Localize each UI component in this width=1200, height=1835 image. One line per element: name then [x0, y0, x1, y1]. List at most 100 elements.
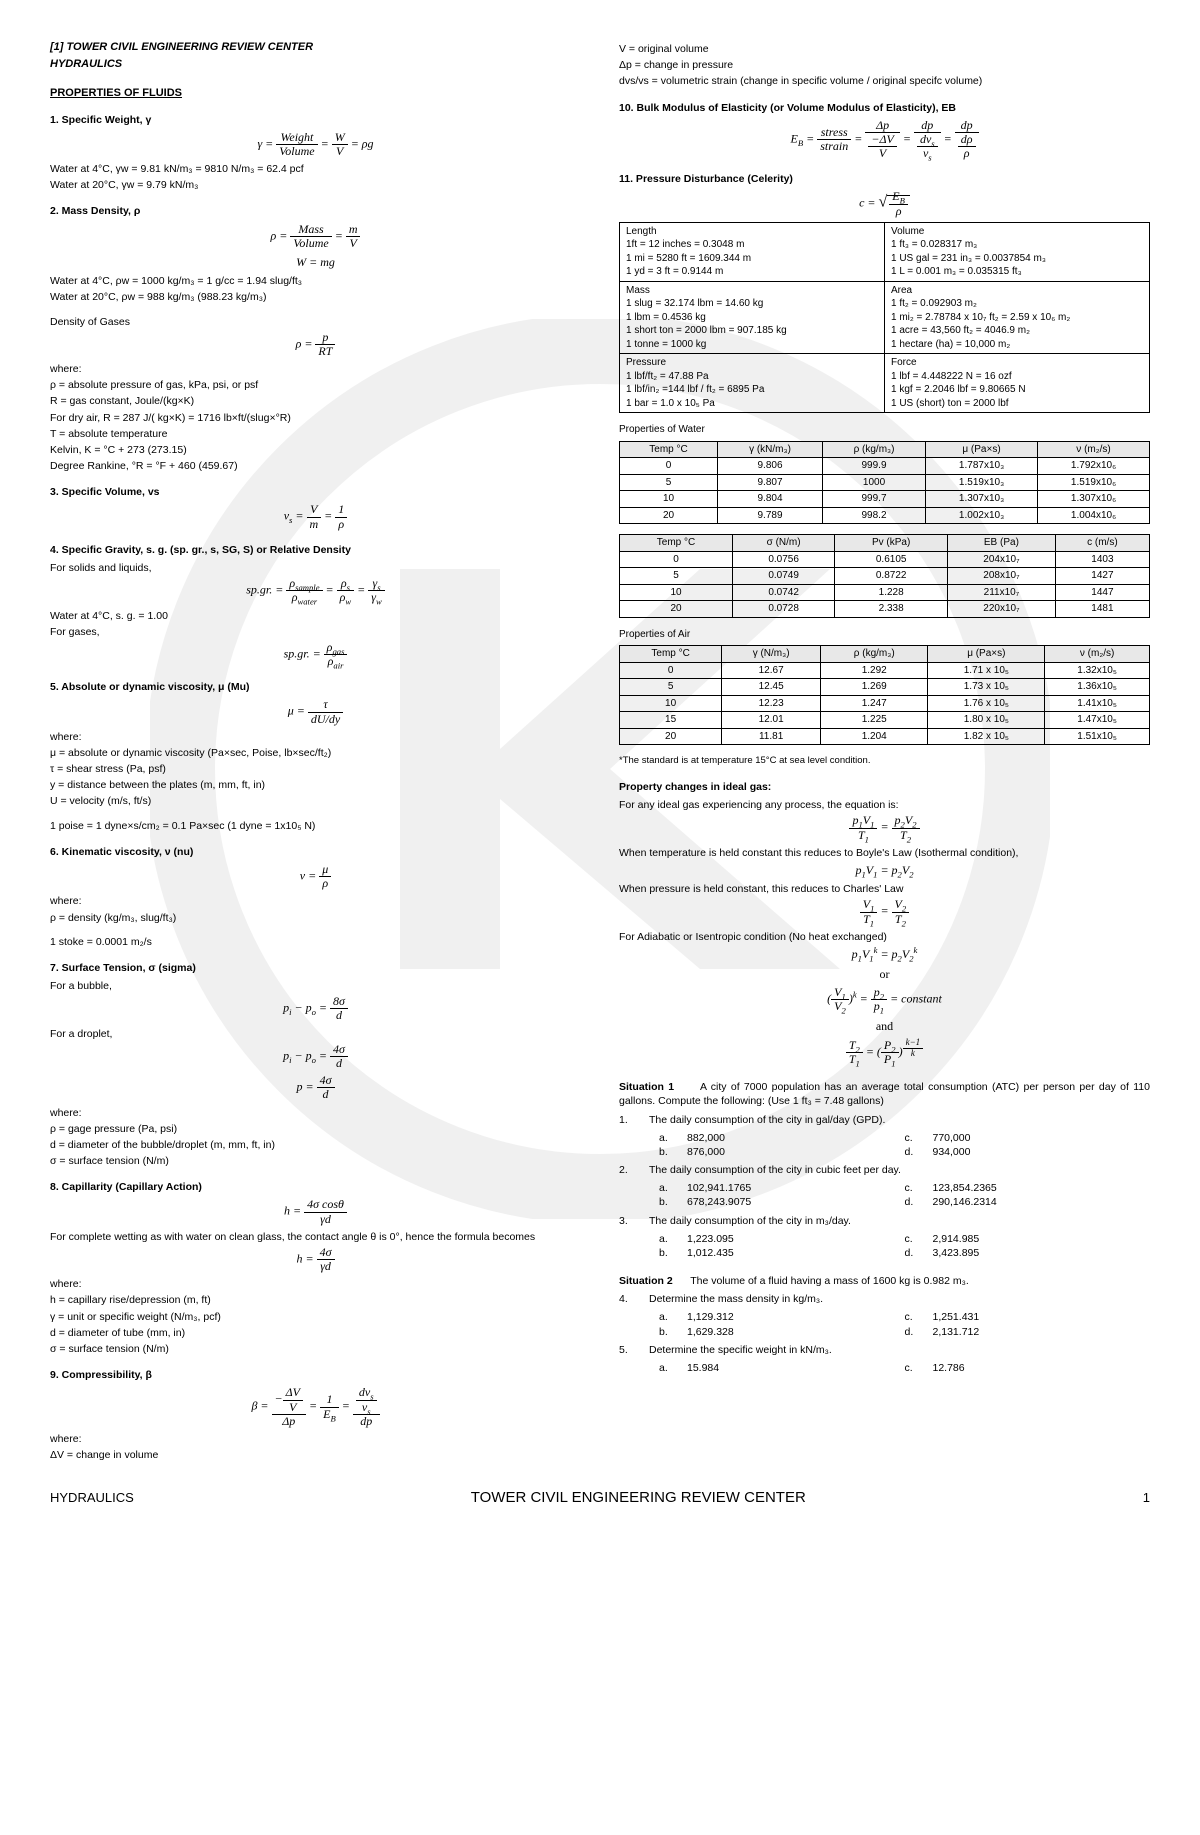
q1b: 876,000 — [687, 1145, 905, 1159]
s4-l2: For gases, — [50, 625, 581, 639]
s5-head: 5. Absolute or dynamic viscosity, μ (Mu) — [50, 680, 581, 694]
s10-f: EB = stressstrain = Δp−ΔVV = dpdvsvs = d… — [619, 119, 1150, 161]
s5-w3: y = distance between the plates (m, mm, … — [50, 778, 581, 792]
footer-left: HYDRAULICS — [50, 1489, 134, 1507]
q1: 1.The daily consumption of the city in g… — [619, 1113, 1150, 1127]
water1-label: Properties of Water — [619, 423, 1150, 437]
s7-w3: σ = surface tension (N/m) — [50, 1154, 581, 1168]
sit2-body: The volume of a fluid having a mass of 1… — [690, 1275, 969, 1287]
s7-where: where: — [50, 1106, 581, 1120]
s2-head: 2. Mass Density, ρ — [50, 204, 581, 218]
s2-where: where: — [50, 362, 581, 376]
sit1-head: Situation 1 — [619, 1081, 674, 1093]
s8-f1: h = 4σ cosθγd — [50, 1198, 581, 1225]
s11-f: c = √EBρ — [619, 190, 1150, 217]
q2-text: The daily consumption of the city in cub… — [649, 1163, 901, 1177]
ideal-l3: When pressure is held constant, this red… — [619, 882, 1150, 896]
q2a: 102,941.1765 — [687, 1181, 905, 1195]
q1a: 882,000 — [687, 1131, 905, 1145]
s6-formula: ν = μρ — [50, 863, 581, 890]
q1c: 770,000 — [933, 1131, 1151, 1145]
conv-cell: 1 ft₂ = 0.092903 m₂ 1 mi₂ = 2.78784 x 10… — [891, 297, 1143, 351]
q4-choices: a.1,129.312 c.1,251.431 b.1,629.328 d.2,… — [659, 1310, 1150, 1338]
ideal-f1: p1V1T1 = p2V2T2 — [619, 814, 1150, 841]
q3c: 2,914.985 — [933, 1232, 1151, 1246]
s2-formula: ρ = MassVolume = mV — [50, 223, 581, 250]
q5: 5.Determine the specific weight in kN/m₃… — [619, 1343, 1150, 1357]
q5c: 12.786 — [933, 1361, 1151, 1375]
r-top-l2: Δp = change in pressure — [619, 58, 1150, 72]
doc-title-2: HYDRAULICS — [50, 57, 581, 72]
sit1-body: A city of 7000 population has an average… — [619, 1081, 1150, 1107]
s2-formula2: ρ = pRT — [50, 331, 581, 358]
s4-l1: Water at 4°C, s. g. = 1.00 — [50, 609, 581, 623]
ideal-f5: (V1V2)k = p2p1 = constant — [619, 986, 1150, 1013]
s2-w3: For dry air, R = 287 J/( kg×K) = 1716 lb… — [50, 411, 581, 425]
s1-l1: Water at 4°C, γw = 9.81 kN/m₃ = 9810 N/m… — [50, 162, 581, 176]
s11-head: 11. Pressure Disturbance (Celerity) — [619, 172, 1150, 186]
air-table: Temp °Cγ (N/m₃)ρ (kg/m₃)μ (Pa×s)ν (m₂/s)… — [619, 645, 1150, 745]
ideal-f3: V1T1 = V2T2 — [619, 898, 1150, 925]
footer-right: 1 — [1143, 1489, 1150, 1507]
s2-w4: T = absolute temperature — [50, 427, 581, 441]
ideal-l1: For any ideal gas experiencing any proce… — [619, 798, 1150, 812]
q5-choices: a.15.984 c.12.786 — [659, 1361, 1150, 1375]
q4c: 1,251.431 — [933, 1310, 1151, 1324]
conv-h: Pressure — [626, 356, 878, 370]
conv-cell: 1 lbf/ft₂ = 47.88 Pa 1 lbf/in₂ =144 lbf … — [626, 370, 878, 411]
s5-w2: τ = shear stress (Pa, psf) — [50, 762, 581, 776]
ideal-and: and — [619, 1018, 1150, 1034]
q2d: 290,146.2314 — [933, 1195, 1151, 1209]
s2-w2: R = gas constant, Joule/(kg×K) — [50, 394, 581, 408]
s9-where: where: — [50, 1432, 581, 1446]
s4-formula: sp.gr. = ρsampleρwater = ρsρw = γsγw — [50, 577, 581, 604]
q4a: 1,129.312 — [687, 1310, 905, 1324]
s7-f2: pi − po = 4σd — [50, 1043, 581, 1070]
s8-head: 8. Capillarity (Capillary Action) — [50, 1180, 581, 1194]
s7-w1: ρ = gage pressure (Pa, psi) — [50, 1122, 581, 1136]
s4-sub: For solids and liquids, — [50, 561, 581, 575]
s6-stoke: 1 stoke = 0.0001 m₂/s — [50, 935, 581, 949]
page-footer: HYDRAULICS TOWER CIVIL ENGINEERING REVIE… — [50, 1488, 1150, 1508]
conv-h: Volume — [891, 225, 1143, 239]
q2: 2.The daily consumption of the city in c… — [619, 1163, 1150, 1177]
s10-head: 10. Bulk Modulus of Elasticity (or Volum… — [619, 101, 1150, 115]
q3-choices: a.1,223.095 c.2,914.985 b.1,012.435 d.3,… — [659, 1232, 1150, 1260]
water2-table: Temp °Cσ (N/m)Pv (kPa)EB (Pa)c (m/s)00.0… — [619, 534, 1150, 618]
conv-cell: 1ft = 12 inches = 0.3048 m 1 mi = 5280 f… — [626, 238, 878, 279]
situation-2: Situation 2 The volume of a fluid having… — [619, 1274, 1150, 1288]
s8-w2: γ = unit or specific weight (N/m₃, pcf) — [50, 1310, 581, 1324]
q4: 4.Determine the mass density in kg/m₃. — [619, 1292, 1150, 1306]
s7-f3: p = 4σd — [50, 1074, 581, 1101]
conv-h: Length — [626, 225, 878, 239]
conv-cell: 1 ft₃ = 0.028317 m₃ 1 US gal = 231 in₃ =… — [891, 238, 1143, 279]
s8-l1: For complete wetting as with water on cl… — [50, 1230, 581, 1244]
ideal-f6: T2T1 = (P2P1)k−1k — [619, 1038, 1150, 1066]
s7-drop: For a droplet, — [50, 1027, 581, 1041]
s5-w1: μ = absolute or dynamic viscosity (Pa×se… — [50, 746, 581, 760]
s8-w4: σ = surface tension (N/m) — [50, 1342, 581, 1356]
conversion-table: Length1ft = 12 inches = 0.3048 m 1 mi = … — [619, 222, 1150, 414]
s2-wmg: W = mg — [50, 254, 581, 270]
s3-head: 3. Specific Volume, vs — [50, 485, 581, 499]
s7-bub: For a bubble, — [50, 979, 581, 993]
q3a: 1,223.095 — [687, 1232, 905, 1246]
s5-formula: μ = τdU/dy — [50, 698, 581, 725]
q1-choices: a.882,000 c.770,000 b.876,000 d.934,000 — [659, 1131, 1150, 1159]
s7-w2: d = diameter of the bubble/droplet (m, m… — [50, 1138, 581, 1152]
footer-center: TOWER CIVIL ENGINEERING REVIEW CENTER — [134, 1488, 1143, 1508]
sit2-head: Situation 2 — [619, 1275, 673, 1287]
s9-w1: ΔV = change in volume — [50, 1448, 581, 1462]
s2-l1: Water at 4°C, ρw = 1000 kg/m₃ = 1 g/cc =… — [50, 274, 581, 288]
q5-text: Determine the specific weight in kN/m₃. — [649, 1343, 832, 1357]
situation-1: Situation 1 A city of 7000 population ha… — [619, 1080, 1150, 1108]
s4-head: 4. Specific Gravity, s. g. (sp. gr., s, … — [50, 543, 581, 557]
q4-text: Determine the mass density in kg/m₃. — [649, 1292, 823, 1306]
s8-f2: h = 4σγd — [50, 1246, 581, 1273]
s8-w3: d = diameter of tube (mm, in) — [50, 1326, 581, 1340]
q5a: 15.984 — [687, 1361, 905, 1375]
s7-f1: pi − po = 8σd — [50, 995, 581, 1022]
ideal-f4: p1V1k = p2V2k — [619, 946, 1150, 962]
ideal-l2: When temperature is held constant this r… — [619, 846, 1150, 860]
r-top-l3: dvs/vs = volumetric strain (change in sp… — [619, 74, 1150, 88]
